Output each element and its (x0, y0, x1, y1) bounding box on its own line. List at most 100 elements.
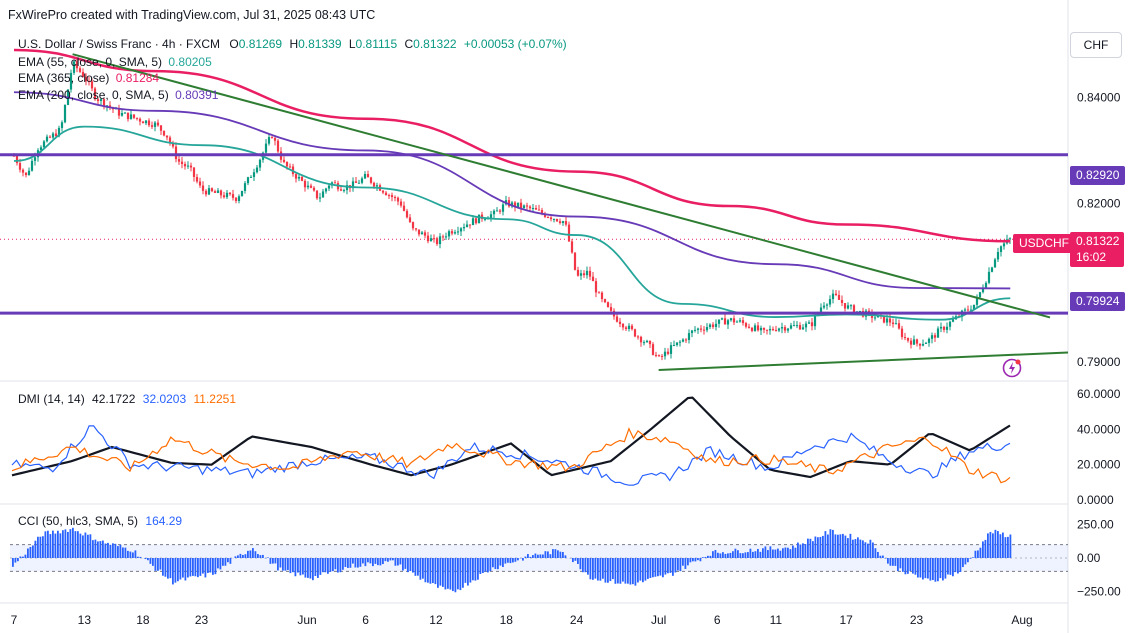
cci-histogram-bar (734, 548, 737, 558)
candle-body (300, 176, 304, 181)
cci-histogram-bar (859, 539, 862, 558)
candle-body (843, 303, 847, 309)
candle-body (303, 180, 307, 188)
cci-histogram-bar (229, 558, 232, 564)
candle-body (102, 99, 106, 107)
cci-histogram-bar (424, 558, 427, 583)
candle-body (54, 133, 58, 137)
candle-body (318, 197, 322, 199)
cci-histogram-bar (529, 556, 532, 558)
candle-body (966, 309, 970, 311)
dmi-legend[interactable]: DMI (14, 14) 42.1722 32.0203 11.2251 (18, 392, 236, 406)
candle-body (753, 325, 757, 331)
cci-histogram-bar (144, 558, 147, 560)
candle-body (780, 327, 784, 329)
cci-histogram-bar (157, 558, 159, 571)
level-high-badge: 0.82920 (1070, 166, 1126, 185)
candle-body (447, 231, 451, 237)
candle-body (222, 195, 226, 198)
last-price-value: 0.81322 (1076, 234, 1120, 248)
cci-histogram-bar (487, 558, 489, 573)
candle-body (345, 185, 349, 191)
candle-body (237, 196, 241, 201)
candle-body (618, 321, 622, 324)
cci-histogram-bar (632, 558, 634, 585)
candle-body (138, 118, 142, 122)
cci-histogram-bar (559, 551, 562, 558)
cci-histogram-bar (602, 558, 604, 579)
cci-histogram-bar (302, 558, 304, 575)
cci-histogram-bar (257, 554, 259, 558)
axis-labels: 0.850000.840000.820000.7900060.000040.00… (11, 38, 1121, 627)
candle-body (795, 325, 799, 327)
cci-legend[interactable]: CCI (50, hlc3, SMA, 5) 164.29 (18, 514, 182, 528)
candle-body (894, 323, 898, 325)
candle-body (672, 345, 676, 347)
candle-body (903, 337, 907, 339)
cci-histogram-bar (672, 558, 674, 576)
cci-histogram-bar (792, 545, 794, 558)
cci-histogram-bar (332, 558, 334, 572)
cci-histogram-bar (932, 558, 934, 581)
cci-histogram-bar (354, 558, 357, 568)
cci-histogram-bar (187, 558, 189, 578)
symbol-title[interactable]: U.S. Dollar / Swiss Franc · 4h · FXCM (18, 37, 221, 51)
cci-histogram-bar (507, 558, 509, 563)
candle-body (342, 190, 346, 192)
cci-histogram-bar (397, 558, 399, 566)
candle-body (360, 178, 364, 183)
cci-histogram-bar (379, 558, 382, 566)
cci-histogram-bar (127, 550, 129, 558)
cci-histogram-bar (307, 558, 309, 578)
candle-body (258, 159, 262, 168)
cci-histogram-bar (67, 531, 69, 558)
candle-body (948, 321, 952, 327)
cci-histogram-bar (797, 542, 799, 558)
candle-body (921, 343, 925, 346)
candle-body (369, 177, 373, 183)
cci-histogram-bar (889, 558, 892, 566)
candle-body (507, 200, 511, 207)
cci-histogram-bar (197, 558, 199, 578)
cci-histogram-bar (989, 531, 992, 558)
cci-histogram-bar (247, 550, 249, 558)
cci-histogram-bar (222, 558, 224, 566)
cci-histogram-bar (324, 558, 327, 573)
candle-body (585, 270, 589, 276)
currency-selector[interactable]: CHF (1070, 32, 1122, 58)
candle-body (390, 195, 394, 198)
candle-body (825, 304, 829, 306)
cci-histogram-bar (217, 558, 219, 569)
candle-body (522, 205, 526, 209)
cci-histogram-bar (459, 558, 462, 591)
cci-histogram-bar (449, 558, 452, 590)
cci-histogram-bar (394, 558, 397, 566)
candle-body (741, 320, 745, 324)
cci-histogram-bar (359, 558, 362, 567)
candle-body (867, 310, 871, 313)
cci-histogram-bar (109, 544, 112, 558)
cci-histogram-bar (974, 550, 977, 558)
tradingview-logo-icon[interactable] (1002, 358, 1022, 378)
candle-body (438, 236, 442, 245)
cci-histogram-bar (644, 558, 647, 581)
cci-histogram-bar (32, 545, 34, 558)
cci-tick-label: −250.00 (1077, 584, 1121, 598)
ema200-legend[interactable]: EMA (200, close, 0, SMA, 5) 0.80391 (18, 88, 218, 102)
cci-histogram-bar (194, 558, 197, 577)
low-label: L (348, 37, 356, 51)
candle-body (834, 293, 838, 296)
candle-body (444, 236, 448, 238)
cci-histogram-bar (849, 533, 852, 558)
candle-body (270, 137, 274, 139)
cci-histogram-bar (844, 535, 847, 558)
cci-histogram-bar (469, 558, 472, 583)
ema365-legend[interactable]: EMA (365, close) 0.81284 (18, 71, 159, 85)
cci-histogram-bar (189, 558, 192, 577)
candle-body (150, 125, 154, 127)
cci-histogram-bar (549, 554, 552, 558)
cci-histogram-bar (412, 558, 414, 573)
cci-histogram-bar (497, 558, 499, 570)
ema55-legend[interactable]: EMA (55, close, 0, SMA, 5) 0.80205 (18, 55, 212, 69)
